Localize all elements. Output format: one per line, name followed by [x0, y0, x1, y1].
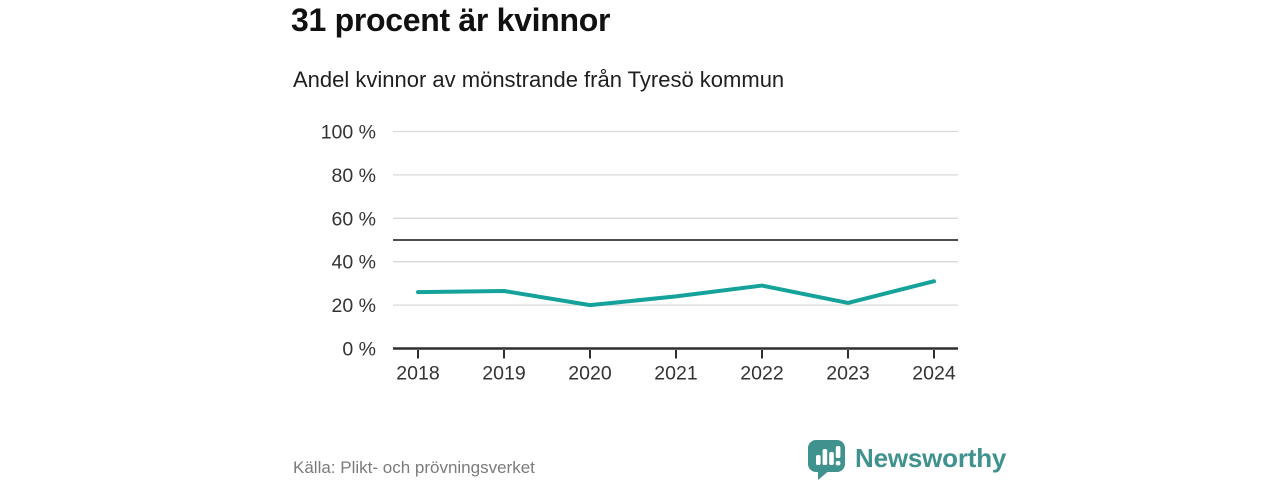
y-axis-label: 20 % — [332, 295, 376, 317]
y-axis-label: 80 % — [332, 165, 376, 187]
newsworthy-logo: Newsworthy — [808, 440, 1006, 480]
y-axis-label: 40 % — [332, 252, 376, 274]
x-axis-label: 2019 — [482, 363, 525, 385]
chart-title: 31 procent är kvinnor — [291, 2, 611, 38]
y-axis-label: 60 % — [332, 208, 376, 230]
data-line — [416, 279, 936, 308]
chart-subtitle: Andel kvinnor av mönstrande från Tyresö … — [293, 67, 785, 92]
newsworthy-logo-text: Newsworthy — [855, 443, 1007, 473]
mini-bar-chart-glyph — [816, 446, 841, 466]
y-axis-label: 100 % — [321, 122, 376, 144]
x-axis-label: 2020 — [568, 363, 612, 385]
source-note: Källa: Plikt- och prövningsverket — [293, 458, 535, 477]
x-axis-label: 2023 — [826, 363, 869, 385]
x-axis-label: 2018 — [396, 363, 439, 385]
y-axis-label: 0 % — [342, 339, 376, 361]
x-axis-label: 2022 — [740, 363, 783, 385]
newsworthy-logo-icon — [808, 440, 845, 480]
line-chart: 2018 2019 2020 2021 2022 2023 2024 0 % 20 % 40 % 6… — [321, 122, 958, 385]
exclamation-bar — [835, 446, 841, 458]
exclamation-dot — [835, 461, 841, 466]
x-axis-label: 2021 — [654, 363, 697, 385]
x-axis-label: 2024 — [912, 363, 956, 385]
